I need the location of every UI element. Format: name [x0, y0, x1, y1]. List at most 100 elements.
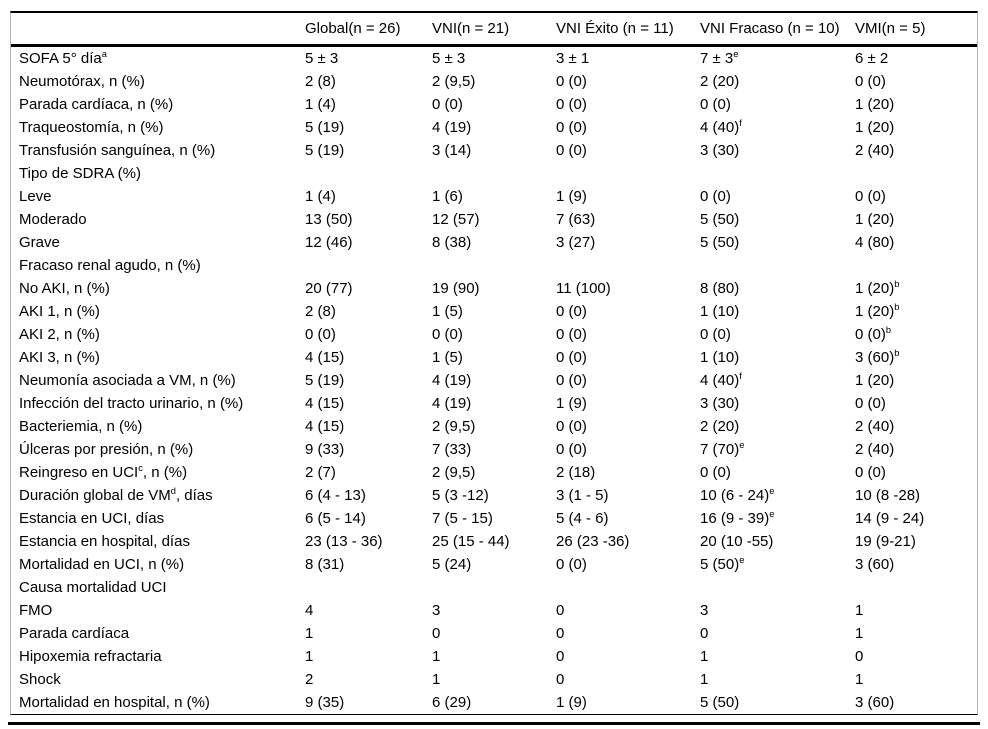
cell: 6 (5 - 14) — [305, 510, 366, 527]
cell: 2 (18) — [556, 464, 596, 481]
cell: 5 (50) — [700, 694, 740, 711]
cell: 1 (20)b — [855, 279, 900, 297]
column-header-rowlabels — [11, 13, 297, 47]
column-header-vmi: VMI(n = 5) — [847, 13, 977, 47]
cell: 2 (9,5) — [432, 464, 476, 481]
cell: 0 — [556, 671, 565, 688]
row-label: Transfusión sanguínea, n (%) — [19, 142, 216, 159]
cell: 5 (50)e — [700, 555, 745, 573]
cell: 2 (40) — [855, 441, 895, 458]
cell: 12 (46) — [305, 234, 353, 251]
cell: 8 (80) — [700, 280, 740, 297]
cell: 2 (20) — [700, 73, 740, 90]
cell: 4 (15) — [305, 418, 345, 435]
row-label: AKI 1, n (%) — [19, 303, 100, 320]
cell: 19 (9-21) — [855, 533, 916, 550]
cell: 2 — [305, 671, 314, 688]
cell: 1 (20) — [855, 372, 895, 389]
cell: 4 (80) — [855, 234, 895, 251]
cell: 1 — [700, 648, 709, 665]
row-label: Estancia en UCI, días — [19, 510, 165, 527]
table-row: Úlceras por presión, n (%) 9 (33) 7 (33) 0 … — [11, 438, 977, 461]
row-label: No AKI, n (%) — [19, 280, 110, 297]
cell: 1 (9) — [556, 188, 587, 205]
table-body: SOFA 5° díaa 5 ± 3 5 ± 3 3 ± 1 7 ± 3e 6 ± 2 Ne… — [11, 46, 977, 715]
cell: 19 (90) — [432, 280, 480, 297]
row-label: Neumonía asociada a VM, n (%) — [19, 372, 236, 389]
cell: 20 (77) — [305, 280, 353, 297]
cell: 0 (0) — [556, 142, 587, 159]
column-header-vni: VNI(n = 21) — [424, 13, 548, 47]
cell: 0 — [432, 625, 441, 642]
cell: 1 (20) — [855, 211, 895, 228]
column-header-vni-exito: VNI Éxito (n = 11) — [548, 13, 692, 47]
cell — [297, 162, 424, 185]
table-bottom-rule — [8, 722, 980, 725]
cell: 8 (31) — [305, 556, 345, 573]
cell — [548, 576, 692, 599]
cell: 0 (0) — [432, 326, 463, 343]
cell: 3 (27) — [556, 234, 596, 251]
cell: 4 — [305, 602, 314, 619]
cell: 1 (9) — [556, 694, 587, 711]
table-row: Hipoxemia refractaria 1 1 0 1 0 — [11, 645, 977, 668]
row-label: Neumotórax, n (%) — [19, 73, 145, 90]
table-row: Duración global de VMd, días 6 (4 - 13) 5 … — [11, 484, 977, 507]
table-row: Reingreso en UCIc, n (%) 2 (7) 2 (9,5) 2 (1… — [11, 461, 977, 484]
cell: 0 (0) — [556, 326, 587, 343]
cell: 16 (9 - 39)e — [700, 509, 775, 527]
table-row: Parada cardíaca 1 0 0 0 1 — [11, 622, 977, 645]
table-row: Shock 2 1 0 1 1 — [11, 668, 977, 691]
row-label: Estancia en hospital, días — [19, 533, 190, 550]
cell: 7 ± 3e — [700, 49, 739, 67]
cell: 1 — [855, 625, 864, 642]
cell: 3 ± 1 — [556, 50, 590, 67]
cell: 0 — [556, 602, 565, 619]
cell: 2 (8) — [305, 73, 336, 90]
cell — [548, 162, 692, 185]
cell: 0 (0) — [556, 96, 587, 113]
cell: 0 (0) — [305, 326, 336, 343]
cell: 2 (7) — [305, 464, 336, 481]
cell: 0 (0) — [700, 464, 731, 481]
cell: 7 (5 - 15) — [432, 510, 493, 527]
table-row: AKI 2, n (%) 0 (0) 0 (0) 0 (0) 0 (0) 0 (0)b — [11, 323, 977, 346]
cell: 10 (8 -28) — [855, 487, 921, 504]
table-row: Parada cardíaca, n (%) 1 (4) 0 (0) 0 (0) 0 (… — [11, 93, 977, 116]
row-label: Moderado — [19, 211, 87, 228]
row-label: Traqueostomía, n (%) — [19, 119, 164, 136]
row-label: Tipo de SDRA (%) — [19, 165, 141, 182]
table-row: Tipo de SDRA (%) — [11, 162, 977, 185]
cell: 5 (50) — [700, 211, 740, 228]
cell: 6 (4 - 13) — [305, 487, 366, 504]
table-header: Global(n = 26) VNI(n = 21) VNI Éxito (n … — [11, 13, 977, 47]
row-label: Reingreso en UCIc, n (%) — [19, 463, 188, 481]
table-frame: Global(n = 26) VNI(n = 21) VNI Éxito (n … — [10, 11, 978, 715]
cell: 1 — [432, 671, 441, 688]
cell — [692, 162, 847, 185]
cell: 0 (0) — [855, 464, 886, 481]
cell: 4 (19) — [432, 372, 472, 389]
cell: 0 (0) — [556, 418, 587, 435]
table-row: Infección del tracto urinario, n (%) 4 (1… — [11, 392, 977, 415]
cell: 4 (15) — [305, 395, 345, 412]
cell: 4 (19) — [432, 119, 472, 136]
table-row: AKI 3, n (%) 4 (15) 1 (5) 0 (0) 1 (10) 3 (60)… — [11, 346, 977, 369]
cell: 1 — [700, 671, 709, 688]
row-label: Grave — [19, 234, 60, 251]
table-row: Moderado 13 (50) 12 (57) 7 (63) 5 (50) 1 (20) — [11, 208, 977, 231]
cell: 0 (0) — [556, 441, 587, 458]
cell: 1 (20)b — [855, 302, 900, 320]
cell: 20 (10 -55) — [700, 533, 774, 550]
row-label: Leve — [19, 188, 52, 205]
cell: 1 (5) — [432, 349, 463, 366]
table-row: Neumonía asociada a VM, n (%) 5 (19) 4 (19… — [11, 369, 977, 392]
cell: 5 (19) — [305, 372, 345, 389]
table-row: Traqueostomía, n (%) 5 (19) 4 (19) 0 (0) 4 (… — [11, 116, 977, 139]
row-label: Mortalidad en UCI, n (%) — [19, 556, 185, 573]
cell: 9 (33) — [305, 441, 345, 458]
table-row: Mortalidad en UCI, n (%) 8 (31) 5 (24) 0 (0… — [11, 553, 977, 576]
cell — [847, 162, 977, 185]
row-label: Mortalidad en hospital, n (%) — [19, 694, 210, 711]
